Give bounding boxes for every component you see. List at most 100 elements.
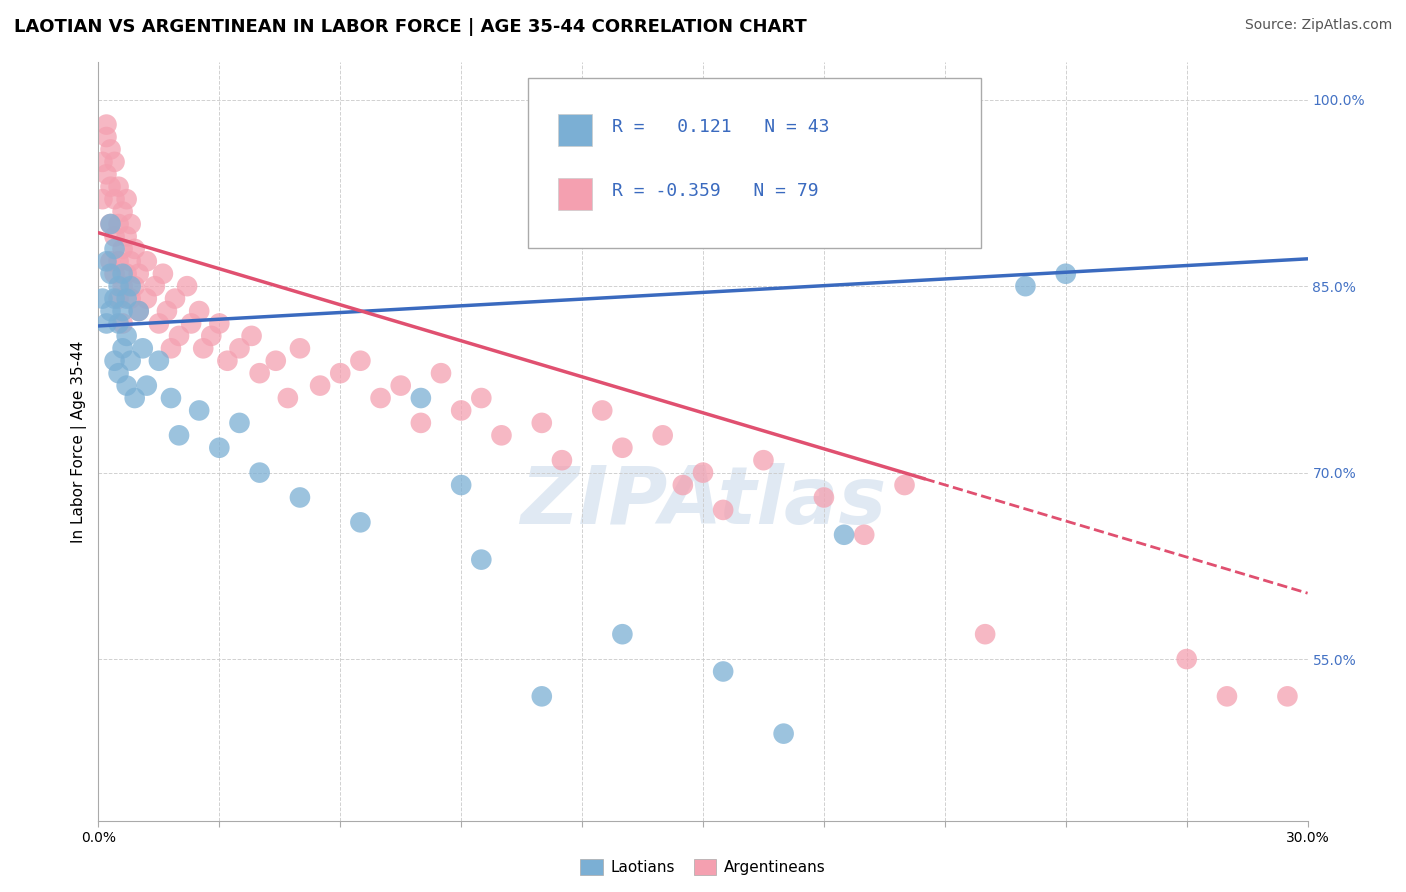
- Point: [124, 242, 146, 256]
- Point: [752, 453, 775, 467]
- Point: [450, 478, 472, 492]
- Y-axis label: In Labor Force | Age 35-44: In Labor Force | Age 35-44: [72, 341, 87, 542]
- Point: [128, 267, 150, 281]
- Point: [1014, 279, 1036, 293]
- Point: [188, 304, 211, 318]
- Point: [111, 341, 134, 355]
- Text: R =   0.121   N = 43: R = 0.121 N = 43: [613, 118, 830, 136]
- Point: [409, 391, 432, 405]
- Point: [180, 317, 202, 331]
- Point: [103, 229, 125, 244]
- Point: [96, 130, 118, 145]
- Point: [167, 329, 190, 343]
- Point: [107, 317, 129, 331]
- Point: [96, 254, 118, 268]
- FancyBboxPatch shape: [527, 78, 981, 248]
- Point: [120, 279, 142, 293]
- Point: [96, 118, 118, 132]
- Point: [103, 242, 125, 256]
- Point: [389, 378, 412, 392]
- Point: [1054, 267, 1077, 281]
- Point: [115, 229, 138, 244]
- Point: [1277, 690, 1299, 704]
- Point: [132, 341, 155, 355]
- Point: [288, 341, 311, 355]
- FancyBboxPatch shape: [558, 178, 592, 211]
- Point: [100, 179, 122, 194]
- Text: ZIPAtlas: ZIPAtlas: [520, 463, 886, 541]
- Point: [163, 292, 186, 306]
- Point: [120, 217, 142, 231]
- Point: [103, 192, 125, 206]
- Point: [249, 366, 271, 380]
- Point: [107, 217, 129, 231]
- Point: [103, 267, 125, 281]
- Point: [103, 154, 125, 169]
- Point: [91, 192, 114, 206]
- Point: [96, 317, 118, 331]
- Point: [264, 353, 287, 368]
- Point: [111, 279, 134, 293]
- Point: [470, 391, 492, 405]
- Point: [370, 391, 392, 405]
- Point: [148, 353, 170, 368]
- Point: [711, 503, 734, 517]
- Point: [143, 279, 166, 293]
- Point: [120, 353, 142, 368]
- Point: [128, 304, 150, 318]
- Point: [111, 304, 134, 318]
- Point: [217, 353, 239, 368]
- Point: [188, 403, 211, 417]
- Text: LAOTIAN VS ARGENTINEAN IN LABOR FORCE | AGE 35-44 CORRELATION CHART: LAOTIAN VS ARGENTINEAN IN LABOR FORCE | …: [14, 18, 807, 36]
- Text: R = -0.359   N = 79: R = -0.359 N = 79: [613, 182, 818, 201]
- Point: [530, 416, 553, 430]
- Point: [240, 329, 263, 343]
- Point: [672, 478, 695, 492]
- Point: [329, 366, 352, 380]
- Point: [208, 317, 231, 331]
- Point: [277, 391, 299, 405]
- Point: [228, 341, 250, 355]
- Point: [107, 179, 129, 194]
- Point: [115, 329, 138, 343]
- Point: [430, 366, 453, 380]
- Point: [612, 627, 634, 641]
- Point: [176, 279, 198, 293]
- Point: [813, 491, 835, 505]
- Point: [772, 726, 794, 740]
- Point: [491, 428, 513, 442]
- Point: [651, 428, 673, 442]
- Point: [349, 353, 371, 368]
- Point: [551, 453, 574, 467]
- Point: [1216, 690, 1239, 704]
- FancyBboxPatch shape: [558, 114, 592, 145]
- Point: [96, 167, 118, 181]
- Point: [107, 279, 129, 293]
- Point: [1175, 652, 1198, 666]
- Point: [135, 254, 157, 268]
- Point: [893, 478, 915, 492]
- Point: [115, 192, 138, 206]
- Point: [530, 690, 553, 704]
- Point: [91, 154, 114, 169]
- Point: [148, 317, 170, 331]
- Point: [120, 254, 142, 268]
- Point: [103, 353, 125, 368]
- Point: [156, 304, 179, 318]
- Point: [309, 378, 332, 392]
- Point: [193, 341, 215, 355]
- Point: [107, 366, 129, 380]
- Point: [974, 627, 997, 641]
- Point: [91, 292, 114, 306]
- Point: [160, 341, 183, 355]
- Point: [832, 528, 855, 542]
- Point: [450, 403, 472, 417]
- Text: Source: ZipAtlas.com: Source: ZipAtlas.com: [1244, 18, 1392, 32]
- Point: [349, 516, 371, 530]
- Point: [692, 466, 714, 480]
- Point: [107, 254, 129, 268]
- Point: [591, 403, 613, 417]
- Point: [128, 304, 150, 318]
- Point: [100, 254, 122, 268]
- Point: [100, 217, 122, 231]
